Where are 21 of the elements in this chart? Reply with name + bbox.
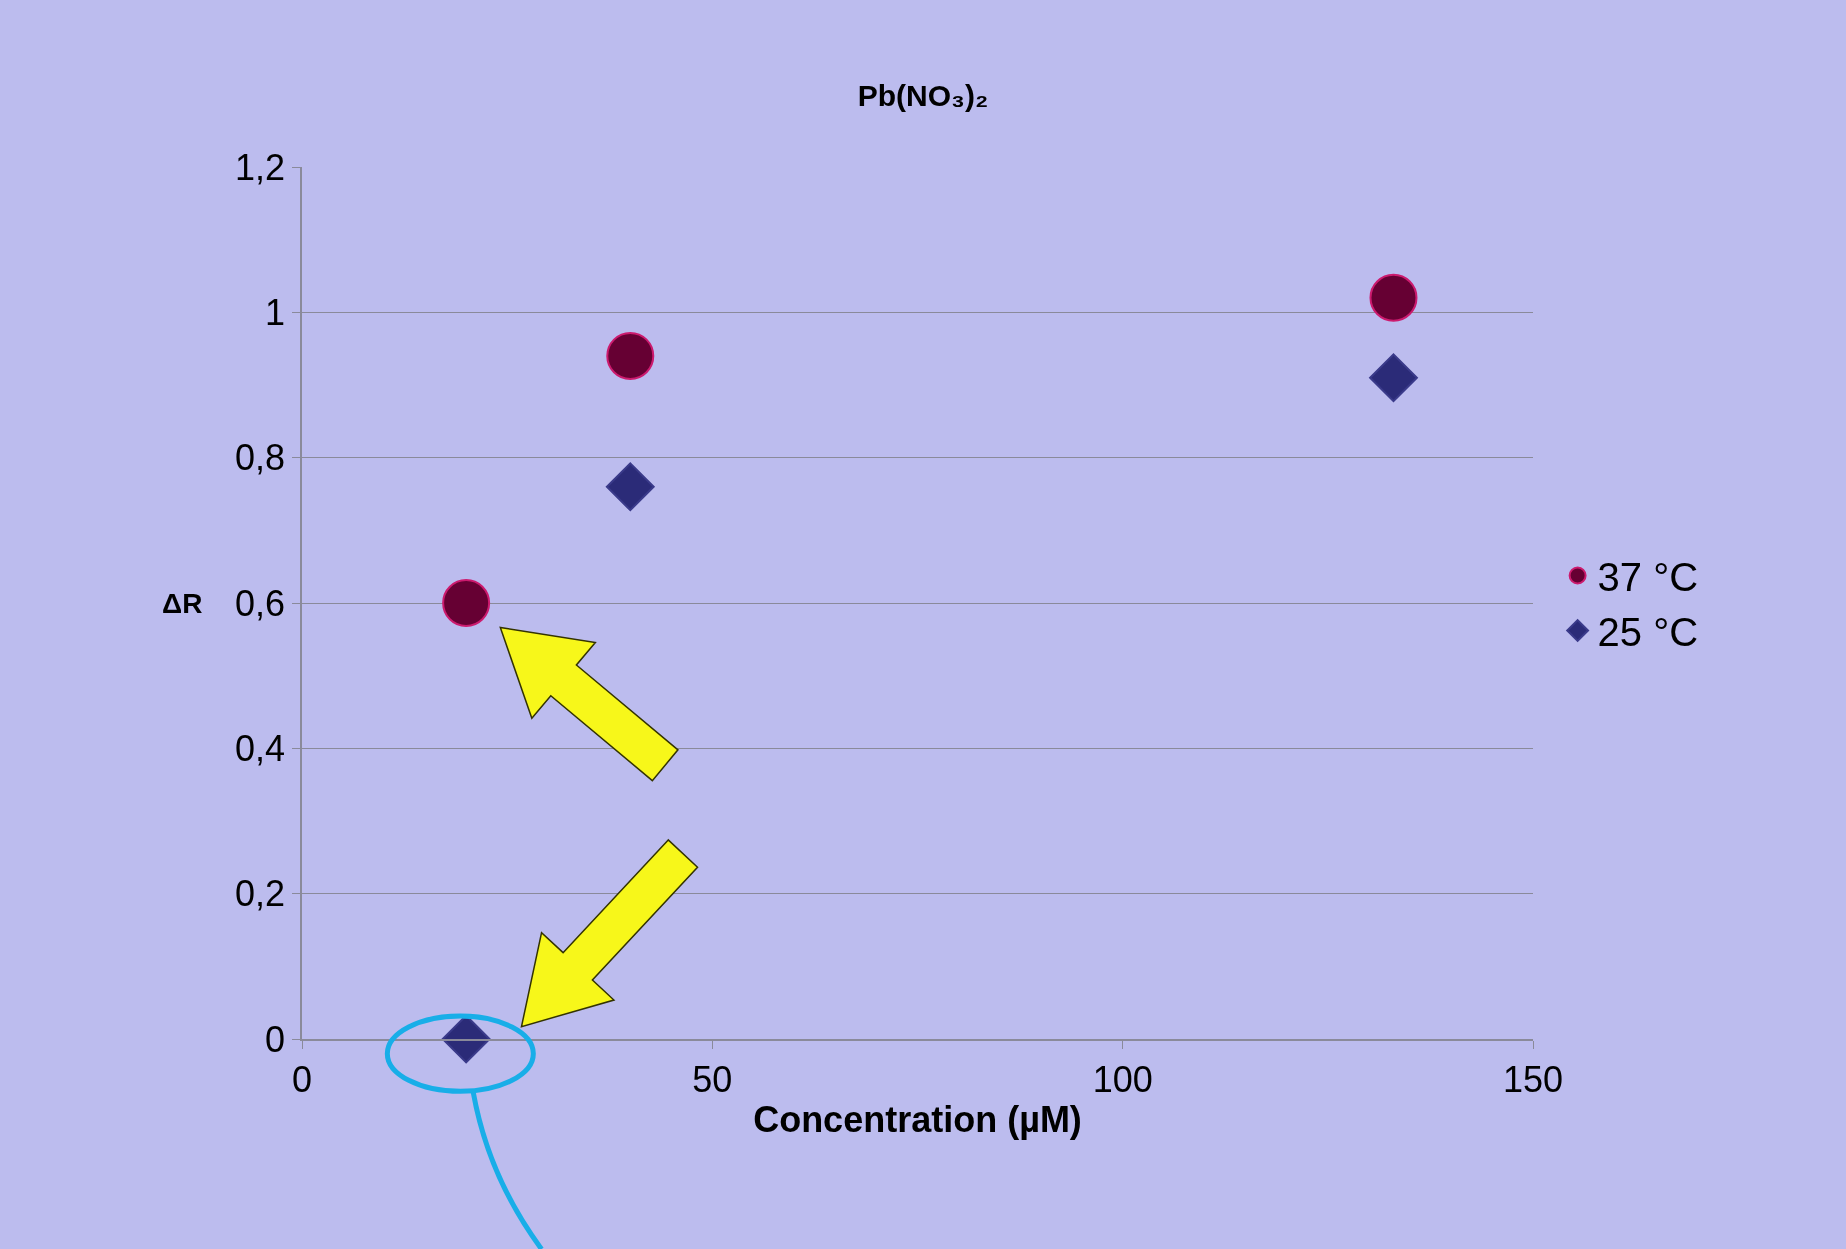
y-tick-label: 1,2 (235, 146, 286, 188)
x-tick-label: 50 (692, 1058, 733, 1100)
y-tick-label: 1 (265, 291, 286, 333)
y-tick-label: 0,2 (235, 873, 286, 915)
legend-label: 37 °C (1597, 555, 1699, 600)
y-tick-label: 0,8 (235, 437, 286, 479)
y-axis-title: ΔR (162, 588, 203, 619)
y-tick-label: 0,6 (235, 582, 286, 624)
point (442, 579, 491, 627)
legend-label: 25 °C (1597, 610, 1699, 655)
y-tick-label: 0 (265, 1018, 286, 1060)
point (1369, 273, 1418, 322)
point (605, 462, 655, 512)
x-tick-label: 100 (1092, 1058, 1153, 1100)
point (606, 331, 655, 380)
x-tick-label: 150 (1502, 1058, 1564, 1100)
point (1369, 353, 1418, 403)
chart-title: Pb(NO₃)₂ (857, 78, 989, 112)
x-tick-label: 0 (291, 1058, 313, 1100)
y-tick-label: 0,4 (235, 727, 286, 769)
x-axis-title: Concentration (µM) (753, 1099, 1082, 1141)
